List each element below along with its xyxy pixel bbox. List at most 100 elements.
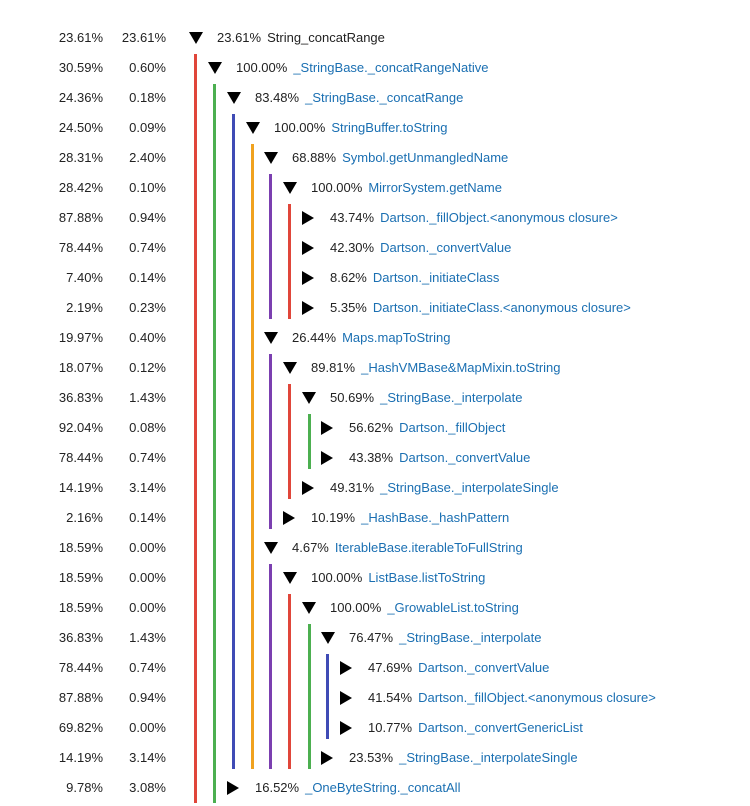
expand-triangle-icon[interactable]	[321, 451, 333, 465]
expand-triangle-icon[interactable]	[321, 421, 333, 435]
inclusive-percent: 24.36%	[58, 90, 103, 105]
expand-triangle-icon[interactable]	[340, 691, 352, 705]
expand-triangle-icon[interactable]	[227, 781, 239, 795]
function-link[interactable]: Dartson._convertValue	[399, 450, 531, 465]
node-label: 5.35% Dartson._initiateClass.<anonymous c…	[330, 293, 631, 323]
collapse-triangle-icon[interactable]	[264, 332, 278, 344]
self-percent: 0.74%	[129, 450, 166, 465]
tree-row[interactable]: 24.50% 0.09% 100.00% StringBuffer.toString	[0, 113, 750, 143]
parent-share-percent: 16.52%	[255, 780, 300, 795]
parent-share-percent: 41.54%	[368, 690, 413, 705]
function-link[interactable]: MirrorSystem.getName	[368, 180, 502, 195]
function-link[interactable]: ListBase.listToString	[368, 570, 486, 585]
collapse-triangle-icon[interactable]	[264, 542, 278, 554]
tree-row[interactable]: 36.83% 1.43% 50.69% _StringBase._interpolat…	[0, 383, 750, 413]
tree-row[interactable]: 87.88% 0.94% 43.74% Dartson._fillObject.<an…	[0, 203, 750, 233]
node-label: 43.74% Dartson._fillObject.<anonymous clo…	[330, 203, 618, 233]
expand-triangle-icon[interactable]	[340, 661, 352, 675]
tree-row[interactable]: 18.59% 0.00% 4.67% IterableBase.iterableToF…	[0, 533, 750, 563]
parent-share-percent: 5.35%	[330, 300, 367, 315]
tree-connector-line	[232, 114, 235, 769]
self-percent: 0.40%	[129, 330, 166, 345]
tree-row[interactable]: 18.07% 0.12% 89.81% _HashVMBase&MapMixin.to…	[0, 353, 750, 383]
collapse-triangle-icon[interactable]	[246, 122, 260, 134]
tree-row[interactable]: 18.59% 0.00% 100.00% ListBase.listToString	[0, 563, 750, 593]
tree-row[interactable]: 92.04% 0.08% 56.62% Dartson._fillObject	[0, 413, 750, 443]
collapse-triangle-icon[interactable]	[208, 62, 222, 74]
tree-row[interactable]: 7.40% 0.14% 8.62% Dartson._initiateClass	[0, 263, 750, 293]
tree-row[interactable]: 28.42% 0.10% 100.00% MirrorSystem.getName	[0, 173, 750, 203]
tree-connector-line	[308, 624, 311, 769]
tree-row[interactable]: 87.88% 0.94% 41.54% Dartson._fillObject.<an…	[0, 683, 750, 713]
function-link[interactable]: Dartson._convertValue	[418, 660, 550, 675]
tree-row[interactable]: 78.44% 0.74% 47.69% Dartson._convertValue	[0, 653, 750, 683]
function-link[interactable]: _OneByteString._concatAll	[305, 780, 461, 795]
inclusive-percent: 28.31%	[58, 150, 103, 165]
collapse-triangle-icon[interactable]	[283, 362, 297, 374]
collapse-triangle-icon[interactable]	[302, 602, 316, 614]
tree-row[interactable]: 28.31% 2.40% 68.88% Symbol.getUnmangledName	[0, 143, 750, 173]
expand-triangle-icon[interactable]	[283, 511, 295, 525]
tree-row[interactable]: 69.82% 0.00% 10.77% Dartson._convertGeneric…	[0, 713, 750, 743]
function-link[interactable]: StringBuffer.toString	[331, 120, 448, 135]
collapse-triangle-icon[interactable]	[264, 152, 278, 164]
function-link[interactable]: _StringBase._interpolateSingle	[399, 750, 578, 765]
tree-connector-line	[269, 174, 272, 319]
tree-row[interactable]: 30.59% 0.60% 100.00% _StringBase._concatRan…	[0, 53, 750, 83]
expand-triangle-icon[interactable]	[302, 481, 314, 495]
tree-connector-line	[288, 204, 291, 319]
expand-triangle-icon[interactable]	[321, 751, 333, 765]
tree-row[interactable]: 19.97% 0.40% 26.44% Maps.mapToString	[0, 323, 750, 353]
function-link[interactable]: Maps.mapToString	[342, 330, 451, 345]
function-link[interactable]: Dartson._convertGenericList	[418, 720, 583, 735]
tree-row[interactable]: 78.44% 0.74% 42.30% Dartson._convertValue	[0, 233, 750, 263]
function-link[interactable]: Symbol.getUnmangledName	[342, 150, 509, 165]
function-link[interactable]: _StringBase._concatRange	[305, 90, 464, 105]
tree-row[interactable]: 9.78% 3.08% 16.52% _OneByteString._concatAl…	[0, 773, 750, 803]
node-label: 50.69% _StringBase._interpolate	[330, 383, 522, 413]
self-percent: 0.94%	[129, 690, 166, 705]
tree-row[interactable]: 23.61% 23.61% 23.61% String_concatRange	[0, 23, 750, 53]
function-link[interactable]: _StringBase._interpolate	[399, 630, 542, 645]
tree-row[interactable]: 78.44% 0.74% 43.38% Dartson._convertValue	[0, 443, 750, 473]
function-link[interactable]: _GrowableList.toString	[387, 600, 519, 615]
collapse-triangle-icon[interactable]	[227, 92, 241, 104]
function-link[interactable]: Dartson._fillObject.<anonymous closure>	[380, 210, 618, 225]
tree-connector-line	[308, 414, 311, 469]
tree-row[interactable]: 24.36% 0.18% 83.48% _StringBase._concatRang…	[0, 83, 750, 113]
function-link[interactable]: _HashVMBase&MapMixin.toString	[361, 360, 561, 375]
collapse-triangle-icon[interactable]	[189, 32, 203, 44]
expand-triangle-icon[interactable]	[302, 271, 314, 285]
inclusive-percent: 36.83%	[58, 390, 103, 405]
function-link[interactable]: _StringBase._interpolate	[380, 390, 523, 405]
tree-row[interactable]: 18.59% 0.00% 100.00% _GrowableList.toString	[0, 593, 750, 623]
expand-triangle-icon[interactable]	[302, 301, 314, 315]
collapse-triangle-icon[interactable]	[321, 632, 335, 644]
collapse-triangle-icon[interactable]	[283, 572, 297, 584]
function-link[interactable]: Dartson._fillObject	[399, 420, 506, 435]
inclusive-percent: 18.59%	[58, 570, 103, 585]
function-link[interactable]: Dartson._initiateClass	[372, 270, 500, 285]
expand-triangle-icon[interactable]	[302, 211, 314, 225]
function-link[interactable]: Dartson._initiateClass.<anonymous closur…	[372, 300, 631, 315]
function-link[interactable]: _StringBase._concatRangeNative	[293, 60, 489, 75]
self-percent: 0.00%	[129, 600, 166, 615]
function-link[interactable]: IterableBase.iterableToFullString	[334, 540, 523, 555]
self-percent: 23.61%	[121, 30, 166, 45]
function-link[interactable]: Dartson._fillObject.<anonymous closure>	[418, 690, 656, 705]
parent-share-percent: 8.62%	[330, 270, 367, 285]
collapse-triangle-icon[interactable]	[283, 182, 297, 194]
expand-triangle-icon[interactable]	[340, 721, 352, 735]
collapse-triangle-icon[interactable]	[302, 392, 316, 404]
tree-row[interactable]: 14.19% 3.14% 23.53% _StringBase._interpolat…	[0, 743, 750, 773]
function-link[interactable]: _HashBase._hashPattern	[361, 510, 510, 525]
tree-row[interactable]: 14.19% 3.14% 49.31% _StringBase._interpolat…	[0, 473, 750, 503]
tree-row[interactable]: 2.19% 0.23% 5.35% Dartson._initiateClass.<a…	[0, 293, 750, 323]
tree-row[interactable]: 2.16% 0.14% 10.19% _HashBase._hashPattern	[0, 503, 750, 533]
node-label: 47.69% Dartson._convertValue	[368, 653, 549, 683]
expand-triangle-icon[interactable]	[302, 241, 314, 255]
tree-connector-line	[213, 84, 216, 803]
function-link[interactable]: _StringBase._interpolateSingle	[380, 480, 559, 495]
function-link[interactable]: Dartson._convertValue	[380, 240, 512, 255]
tree-row[interactable]: 36.83% 1.43% 76.47% _StringBase._interpolat…	[0, 623, 750, 653]
